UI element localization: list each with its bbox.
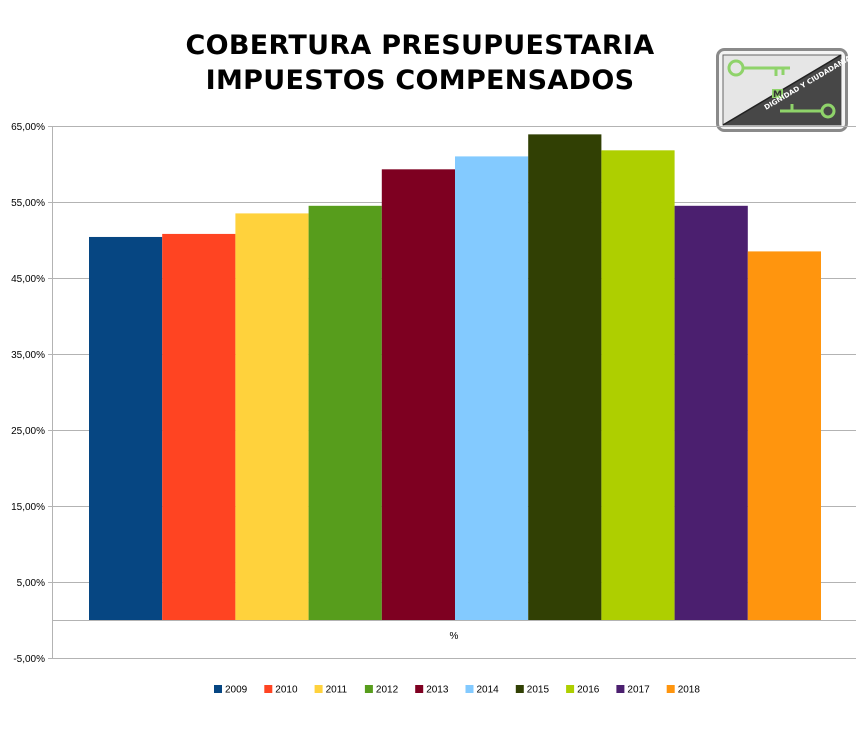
legend-swatch-2018 [666, 685, 675, 693]
legend-label-2012: 2012 [376, 685, 399, 696]
y-tick-label: 45,00% [11, 274, 45, 285]
x-axis: % [52, 620, 856, 642]
legend-label-2013: 2013 [426, 685, 449, 696]
legend-label-2010: 2010 [275, 685, 298, 696]
legend: 2009 2010 2011 2012 2013 2014 2015 2016 2017 2018 [214, 685, 700, 696]
bar-2009 [89, 236, 163, 620]
legend-label-2017: 2017 [627, 685, 650, 696]
dignidad-ciudadania-logo: M DIGNIDAD Y CIUDADANIA [716, 48, 853, 137]
legend-label-2014: 2014 [477, 685, 500, 696]
bars [89, 134, 821, 621]
bar-2015 [528, 134, 602, 621]
legend-swatch-2015 [515, 685, 524, 693]
legend-label-2015: 2015 [527, 685, 550, 696]
bar-2016 [601, 150, 675, 620]
y-tick-label: 35,00% [11, 350, 45, 361]
y-tick-label: 15,00% [11, 502, 45, 513]
bar-2014 [455, 156, 529, 620]
legend-label-2011: 2011 [326, 685, 348, 696]
bar-2018 [747, 251, 821, 620]
legend-swatch-2014 [465, 685, 474, 693]
legend-swatch-2011 [314, 685, 323, 693]
chart-title: COBERTURA PRESUPUESTARIA IMPUESTOS COMPE… [0, 28, 840, 98]
chart-title-line-1: COBERTURA PRESUPUESTARIA [185, 30, 655, 61]
svg-text:M: M [773, 90, 782, 100]
bar-2011 [235, 213, 309, 620]
y-axis: 65,00% 55,00% 45,00% 35,00% 25,00% 15,00% 5,00… [11, 122, 53, 665]
x-category-label: % [450, 631, 459, 642]
y-tick-label: 55,00% [11, 198, 45, 209]
legend-label-2009: 2009 [225, 685, 248, 696]
legend-label-2018: 2018 [678, 685, 701, 696]
y-tick-label: 5,00% [17, 578, 45, 589]
y-tick-label: 65,00% [11, 122, 45, 133]
y-tick-label: -5,00% [13, 654, 45, 665]
legend-swatch-2017 [616, 685, 625, 693]
y-tick-label: 25,00% [11, 426, 45, 437]
bar-2010 [162, 233, 236, 621]
legend-swatch-2012 [364, 685, 373, 693]
chart-title-line-2: IMPUESTOS COMPENSADOS [205, 65, 635, 96]
legend-label-2016: 2016 [577, 685, 600, 696]
bar-2017 [674, 205, 748, 621]
legend-swatch-2013 [415, 685, 424, 693]
bar-2013 [381, 169, 455, 620]
legend-swatch-2010 [264, 685, 273, 693]
bar-2012 [308, 205, 382, 621]
legend-swatch-2009 [214, 685, 222, 693]
legend-swatch-2016 [566, 685, 575, 693]
